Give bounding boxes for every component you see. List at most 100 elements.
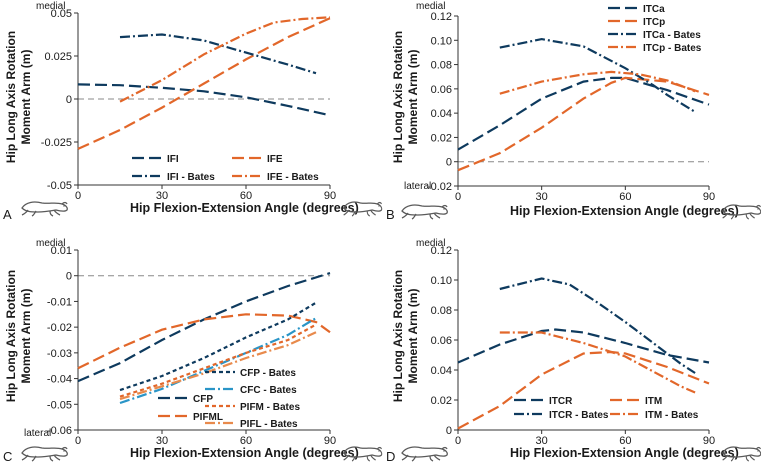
panel-d-y-tick-label: 0.10 <box>431 275 452 287</box>
panel-d-x-tick-label: 0 <box>455 435 461 447</box>
panel-a-x-tick-label: 90 <box>324 190 336 202</box>
panel-d-legend-label-itcr: ITCR <box>549 396 573 407</box>
panel-b-x-tick-label: 90 <box>703 191 715 203</box>
panel-a-x-tick-label: 60 <box>240 190 252 202</box>
panel-d-legend: ITCR ITM ITCR - Bates ITM - Bates <box>514 396 699 421</box>
panel-a-extended-pose-icon <box>21 201 68 217</box>
panel-c-y-axis-label: Hip Long Axis RotationMoment Arm (m) <box>4 270 33 402</box>
panel-c-y-tick-label: -0.01 <box>47 296 72 308</box>
panel-b-letter: B <box>386 207 395 222</box>
panel-c-flexed-pose-icon <box>342 446 383 462</box>
panel-b-x-axis-label: Hip Flexion-Extension Angle (degrees) <box>510 204 739 218</box>
panel-b-y-tick-label: -0.02 <box>427 181 452 193</box>
panel-c-legend-label-cfp: CFP <box>193 394 213 405</box>
panel-a: -0.05 -0.025 0 0.025 0.05 0 30 60 90 Hip Long Axi… <box>3 1 383 222</box>
panel-c-extended-pose-icon <box>21 446 68 462</box>
panel-c-series-pifl-bates <box>119 331 317 401</box>
panel-c-y-tick-label: -0.02 <box>47 322 72 334</box>
panel-d-legend-label-itm: ITM <box>645 396 662 407</box>
panel-b-legend-label-itcp: ITCp <box>643 17 665 28</box>
panel-a-series-ife-bates <box>119 16 331 103</box>
panel-c-legend-label-cfp-bates: CFP - Bates <box>240 368 296 379</box>
panel-d-medial-label: medial <box>416 238 445 249</box>
panel-a-x-axis-label: Hip Flexion-Extension Angle (degrees) <box>130 201 359 215</box>
panel-a-y-tick-label: 0.05 <box>51 8 72 20</box>
panel-c-series-cfc-bates <box>119 317 317 405</box>
panel-b-legend-label-itca-bates: ITCa - Bates <box>643 30 701 41</box>
panel-b-series-itcp <box>457 76 710 172</box>
panel-d-letter: D <box>386 449 395 464</box>
panel-a-legend-label-ifi-bates: IFI - Bates <box>167 172 215 183</box>
panel-a-y-tick-label: 0.025 <box>44 51 72 63</box>
panel-b-y-tick-label: 0.08 <box>431 60 452 72</box>
panel-b-legend-label-itca: ITCa <box>643 4 665 15</box>
panel-b-x-tick-label: 30 <box>536 191 548 203</box>
panel-d-y-axis-label: Hip Long Axis RotationMoment Arm (m) <box>391 270 420 402</box>
panel-c-legend-label-pifml: PIFML <box>193 412 223 423</box>
panel-a-series-ifi <box>77 83 331 117</box>
panel-c-medial-label: medial <box>36 238 65 249</box>
panel-a-letter: A <box>3 207 12 222</box>
panel-c-x-tick-label: 90 <box>324 435 336 447</box>
panel-a-series-ifi-bates <box>119 33 317 75</box>
panel-a-x-tick-label: 30 <box>156 190 168 202</box>
panel-b-series-itca-bates <box>499 37 696 113</box>
panel-b-y-tick-label: 0.06 <box>431 84 452 96</box>
panel-b-y-tick-label: 0.02 <box>431 132 452 144</box>
panel-c: -0.06 -0.05 -0.04 -0.03 -0.02 -0.01 0 0.01 0 30 60… <box>3 238 383 464</box>
panel-b-y-axis-label: Hip Long Axis RotationMoment Arm (m) <box>391 31 420 163</box>
panel-c-series-cfp-bates <box>119 301 317 392</box>
panel-c-legend: CFP - Bates CFC - Bates PIFM - Bates PIFL -… <box>158 368 300 430</box>
panel-c-legend-label-pifm-bates: PIFM - Bates <box>240 402 300 413</box>
panel-c-x-axis-label: Hip Flexion-Extension Angle (degrees) <box>130 446 359 460</box>
panel-d-y-tick-label: 0 <box>446 425 452 437</box>
panel-b-extended-pose-icon <box>401 204 448 220</box>
panel-d-legend-label-itm-bates: ITM - Bates <box>645 410 699 421</box>
panel-d-flexed-pose-icon <box>721 446 761 462</box>
panel-d: 0 0.02 0.04 0.06 0.08 0.10 0.12 0 30 60 90 Hip Long… <box>386 238 761 464</box>
panel-a-legend: IFI IFE IFI - Bates IFE - Bates <box>132 154 319 183</box>
panel-d-y-tick-label: 0.08 <box>431 305 452 317</box>
panel-d-x-tick-label: 30 <box>536 435 548 447</box>
panel-a-legend-label-ife: IFE <box>267 154 283 165</box>
panel-d-series-itcr-bates <box>499 277 696 374</box>
panel-c-legend-label-pifl-bates: PIFL - Bates <box>240 419 298 430</box>
panel-d-x-tick-label: 90 <box>703 435 715 447</box>
panel-b-series-itcp-bates <box>499 70 696 95</box>
panel-b-flexed-pose-icon <box>721 204 761 220</box>
panel-c-lateral-label: lateral <box>24 428 51 439</box>
panel-b-legend-label-itcp-bates: ITCp - Bates <box>643 43 702 54</box>
panel-d-legend-label-itcr-bates: ITCR - Bates <box>549 410 609 421</box>
panel-b-y-tick-label: 0.12 <box>431 11 452 23</box>
panel-d-x-axis-label: Hip Flexion-Extension Angle (degrees) <box>510 446 739 460</box>
panel-b-x-tick-label: 0 <box>455 191 461 203</box>
panel-c-x-tick-label: 30 <box>156 435 168 447</box>
panel-b-series-itca <box>457 76 710 151</box>
panel-d-y-tick-label: 0.04 <box>431 365 452 377</box>
panel-b-y-tick-label: 0.10 <box>431 35 452 47</box>
panel-c-y-tick-label: -0.06 <box>47 425 72 437</box>
panel-c-y-tick-label: -0.05 <box>47 399 72 411</box>
panel-c-y-tick-label: -0.04 <box>47 374 72 386</box>
panel-d-extended-pose-icon <box>401 446 448 462</box>
panel-c-series-pifm-bates <box>119 323 317 398</box>
panel-a-y-tick-label: -0.025 <box>41 137 72 149</box>
panel-a-x-tick-label: 0 <box>75 190 81 202</box>
panel-b-y-tick-label: 0.04 <box>431 108 452 120</box>
panel-a-legend-label-ife-bates: IFE - Bates <box>267 172 319 183</box>
panel-b-medial-label: medial <box>416 1 445 12</box>
panel-c-x-tick-label: 0 <box>75 435 81 447</box>
panel-c-y-tick-label: -0.03 <box>47 348 72 360</box>
panel-b-y-tick-label: 0 <box>446 157 452 169</box>
panel-c-series-cfp <box>77 272 331 383</box>
panel-a-y-tick-label: -0.05 <box>47 180 72 192</box>
panel-d-y-tick-label: 0.02 <box>431 395 452 407</box>
panel-b-lateral-label: lateral <box>404 181 431 192</box>
panel-d-x-tick-label: 60 <box>619 435 631 447</box>
panel-c-letter: C <box>3 449 12 464</box>
panel-d-y-tick-label: 0.12 <box>431 245 452 257</box>
panel-a-flexed-pose-icon <box>342 201 383 217</box>
panel-a-y-axis-label: Hip Long Axis RotationMoment Arm (m) <box>4 31 33 163</box>
